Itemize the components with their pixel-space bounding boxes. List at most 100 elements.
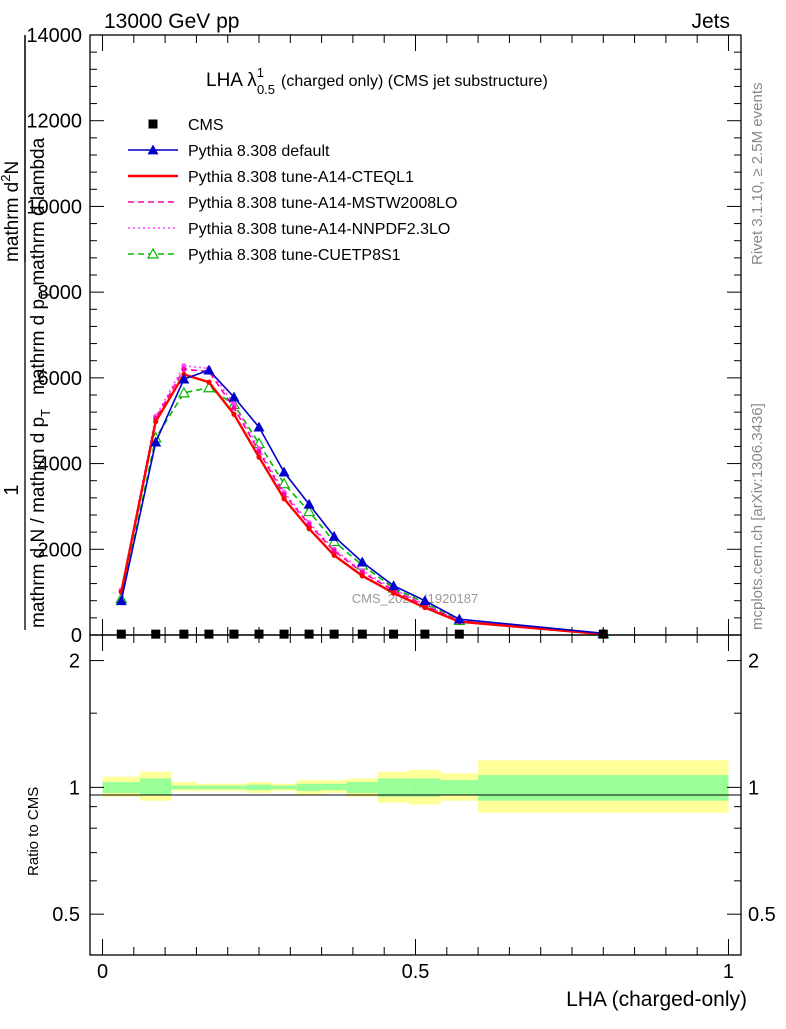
series-line	[120, 368, 604, 635]
legend-item: Pythia 8.308 tune-CUETP8S1	[128, 247, 401, 264]
data-point	[279, 629, 289, 639]
x-axis-label: LHA (charged-only)	[566, 988, 747, 1011]
main-y-tick-label: 2000	[38, 539, 83, 561]
legend-marker	[146, 247, 160, 259]
legend-item: Pythia 8.308 default	[128, 143, 330, 160]
series-layer	[115, 363, 610, 639]
data-point	[390, 590, 397, 596]
main-y-tick-labels: 0 2000 4000 6000 8000 10000 12000 14000	[26, 25, 82, 647]
main-y-tick-label: 4000	[38, 454, 83, 476]
data-point	[254, 629, 264, 639]
data-point	[331, 552, 337, 558]
legend-item: CMS	[148, 117, 224, 134]
ylabel-one: 1	[1, 484, 23, 495]
legend-marker	[148, 119, 158, 129]
legend-label: CMS	[188, 117, 224, 134]
ratio-band-inner	[102, 781, 141, 793]
legend-item: Pythia 8.308 tune-A14-CTEQL1	[128, 169, 414, 186]
data-point	[303, 498, 315, 509]
data-point	[304, 629, 314, 639]
data-point	[359, 573, 365, 579]
main-y-tick-label: 14000	[26, 25, 82, 47]
data-point	[179, 629, 189, 639]
header-jets: Jets	[691, 10, 730, 33]
plot-title: LHA λ1 0.5 (charged only) (CMS jet substru…	[206, 65, 548, 97]
rivet-label: Rivet 3.1.10, ≥ 2.5M events	[749, 83, 766, 266]
ratio-y-tick-label-right: 0.5	[748, 904, 776, 926]
x-tick-label: 1	[723, 961, 734, 983]
legend-label: Pythia 8.308 tune-A14-NNPDF2.3LO	[188, 221, 450, 238]
main-y-axis-label: 1 mathrm d N / mathrm d pT mathrm d2N ma…	[0, 35, 53, 630]
mcplots-label: mcplots.cern.ch [arXiv:1306.3436]	[749, 403, 766, 630]
legend-item: Pythia 8.308 tune-A14-NNPDF2.3LO	[128, 221, 450, 238]
data-point	[453, 613, 465, 624]
data-point	[253, 421, 265, 432]
legend: CMS Pythia 8.308 default Pythia 8.308 tune…	[128, 117, 457, 264]
data-point	[356, 556, 368, 567]
data-point	[388, 580, 400, 591]
x-tick-label: 0.5	[402, 961, 430, 983]
data-point	[419, 595, 431, 606]
series-cms	[116, 629, 608, 639]
data-point	[177, 386, 190, 398]
data-point	[178, 373, 190, 384]
ratio-band-inner	[440, 780, 479, 795]
ratio-y-tick-label: 1	[69, 777, 80, 799]
ratio-band-inner	[478, 774, 729, 801]
legend-label: Pythia 8.308 tune-CUETP8S1	[188, 247, 401, 264]
data-point	[328, 530, 340, 541]
series-line	[120, 365, 604, 635]
header-energy: 13000 GeV pp	[104, 10, 239, 33]
ratio-band-inner	[271, 785, 297, 790]
series-line	[120, 373, 604, 636]
ylabel-inner-denominator: mathrm d pT mathrm d lambda	[28, 137, 53, 395]
ratio-y-tick-label: 0.5	[52, 904, 80, 926]
series-pythia-8-308-default	[115, 364, 609, 638]
ratio-band-inner	[171, 785, 197, 790]
data-point	[303, 505, 316, 517]
data-point	[357, 629, 367, 639]
data-point	[151, 629, 161, 639]
data-point	[206, 379, 212, 385]
x-tick-labels: 0 0.5 1	[97, 961, 734, 983]
data-point	[116, 629, 126, 639]
data-point	[281, 496, 287, 502]
ratio-y-axis-label: Ratio to CMS	[25, 787, 42, 876]
data-point	[256, 454, 262, 460]
data-point	[150, 436, 162, 447]
data-point	[228, 391, 240, 402]
legend-label: Pythia 8.308 default	[188, 143, 330, 160]
data-point	[231, 405, 237, 411]
ratio-y-tick-label-right: 2	[748, 651, 759, 673]
data-point	[328, 535, 341, 547]
data-point	[420, 629, 430, 639]
data-point	[278, 477, 291, 489]
data-point	[278, 466, 290, 477]
data-point	[598, 629, 608, 639]
data-point	[231, 411, 237, 417]
data-point	[329, 629, 339, 639]
ratio-bands	[102, 760, 729, 813]
main-y-tick-label: 12000	[26, 111, 82, 133]
data-point	[422, 604, 428, 611]
legend-marker	[147, 144, 159, 155]
series-line	[120, 369, 604, 635]
ylabel-denominator: mathrm d N / mathrm d pT	[28, 409, 53, 628]
series-line	[120, 386, 604, 635]
data-point	[115, 595, 127, 606]
main-y-tick-label: 8000	[38, 282, 83, 304]
ratio-axis-ticks	[90, 635, 741, 955]
ratio-band-inner	[296, 783, 322, 792]
ratio-band-inner	[221, 785, 247, 790]
main-y-tick-label: 0	[71, 625, 82, 647]
data-point	[389, 629, 399, 639]
ratio-band-inner	[346, 781, 378, 793]
ratio-band-inner	[140, 778, 172, 795]
ratio-y-tick-label: 2	[69, 651, 80, 673]
ratio-band-inner	[246, 784, 272, 791]
data-point	[203, 364, 215, 375]
data-point	[306, 526, 312, 532]
ratio-band-inner	[377, 778, 410, 797]
ratio-band-inner	[196, 785, 222, 790]
